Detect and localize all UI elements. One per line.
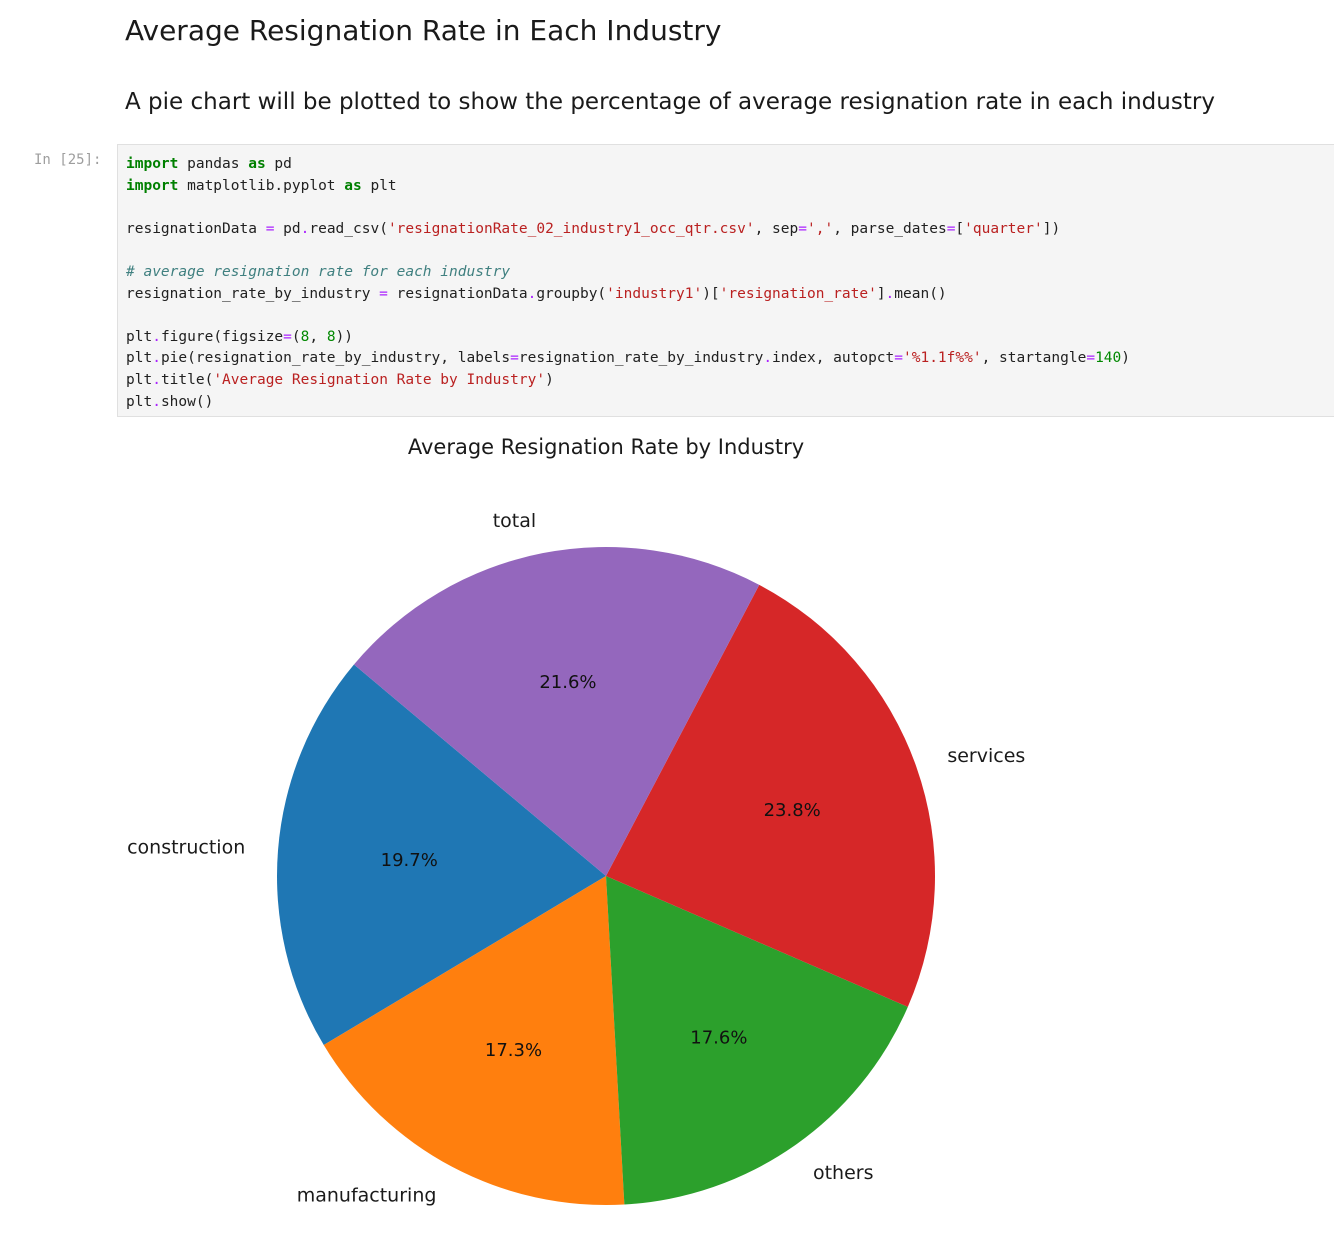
code-token: import [126, 156, 179, 172]
code-token: ',' [806, 220, 834, 237]
category-label: others [813, 1162, 874, 1184]
code-token: 'industry1' [606, 285, 703, 302]
code-token: [ [955, 220, 965, 237]
code-token: . [885, 285, 895, 302]
code-token: . [300, 220, 310, 237]
pct-label: 17.6% [690, 1027, 747, 1048]
code-token: 8 [326, 328, 336, 345]
cell-output: Average Resignation Rate by Industry 19.… [117, 418, 1334, 1232]
code-token: . [152, 328, 161, 345]
code-token: index, autopct [772, 350, 895, 367]
code-token: 'resignation_rate' [719, 285, 877, 302]
code-token: ] [876, 285, 886, 302]
code-token: , startangle [981, 350, 1087, 367]
code-token: . [763, 350, 773, 367]
code-token: show() [160, 393, 214, 410]
code-token: plt [126, 371, 153, 388]
code-token: = [283, 328, 292, 345]
code-token: = [798, 220, 807, 237]
code-token: , sep [754, 220, 799, 237]
code-token: 140 [1095, 350, 1122, 367]
code-token: pandas [178, 156, 249, 172]
code-token: resignation_rate_by_industry [126, 285, 380, 302]
code-token: pd [274, 220, 301, 237]
code-token: 'resignationRate_02_industry1_occ_qtr.cs… [387, 220, 755, 237]
code-token: = [379, 285, 388, 302]
pie-slice-manufacturing [323, 876, 625, 1205]
code-token: title( [160, 371, 214, 388]
code-token: plt [126, 328, 153, 345]
code-token: import [126, 177, 179, 194]
code-token: ) [1121, 350, 1131, 367]
category-label: services [947, 745, 1025, 767]
code-token: , [309, 328, 327, 345]
code-token: as [344, 177, 362, 194]
code-token: pie(resignation_rate_by_industry, labels [160, 350, 511, 367]
pie-slice-total [353, 547, 760, 876]
notebook-subheading: A pie chart will be plotted to show the … [125, 89, 1215, 115]
code-token: 8 [300, 328, 310, 345]
category-label: manufacturing [297, 1185, 437, 1207]
code-token: )[ [702, 285, 720, 302]
pct-label: 21.6% [539, 672, 596, 693]
code-comment: # average resignation rate for each indu… [126, 263, 511, 280]
category-label: total [493, 510, 536, 532]
code-token: pd [265, 156, 292, 172]
code-token: . [152, 350, 161, 367]
code-token: ( [291, 328, 301, 345]
code-token: ]) [1042, 220, 1061, 237]
code-token: = [265, 220, 275, 237]
code-token: resignationData [387, 285, 528, 302]
code-token: , parse_dates [833, 220, 947, 237]
code-token: groupby( [536, 285, 607, 302]
code-token: ) [545, 371, 554, 388]
code-token: read_csv( [309, 220, 388, 237]
code-token: plt [361, 177, 397, 194]
pct-label: 23.8% [764, 800, 821, 821]
cell-prompt: In [25]: [34, 152, 102, 168]
code-token: = [894, 350, 903, 367]
code-token: . [152, 393, 161, 410]
code-editor[interactable]: import pandas as pd import matplotlib.py… [126, 154, 1130, 413]
code-token: )) [335, 328, 354, 345]
code-token: resignationData [126, 220, 266, 237]
notebook-heading: Average Resignation Rate in Each Industr… [125, 14, 722, 47]
code-token: plt [126, 393, 153, 410]
pie-slice-construction [276, 664, 606, 1046]
code-token: = [1086, 350, 1096, 367]
code-cell[interactable]: import pandas as pd import matplotlib.py… [117, 144, 1334, 417]
code-token: as [248, 156, 266, 172]
code-token: 'quarter' [964, 220, 1043, 237]
pct-label: 17.3% [485, 1040, 542, 1061]
code-token: . [527, 285, 537, 302]
chart-title: Average Resignation Rate by Industry [408, 435, 804, 459]
code-token: plt [126, 350, 153, 367]
code-token: . [152, 371, 161, 388]
category-label: construction [127, 836, 245, 858]
code-token: resignation_rate_by_industry [518, 350, 764, 367]
pct-label: 19.7% [381, 850, 438, 871]
code-token: mean() [894, 285, 947, 302]
code-token: matplotlib.pyplot [178, 177, 345, 194]
code-token: = [946, 220, 956, 237]
code-token: '%1.1f%%' [903, 350, 982, 367]
pie-chart: Average Resignation Rate by Industry 19.… [127, 435, 1025, 1207]
code-token: 'Average Resignation Rate by Industry' [213, 371, 546, 388]
code-token: figure(figsize [160, 328, 284, 345]
pie-slice-services [606, 584, 935, 1007]
code-token: = [510, 350, 519, 367]
pie-slice-others [606, 876, 908, 1205]
